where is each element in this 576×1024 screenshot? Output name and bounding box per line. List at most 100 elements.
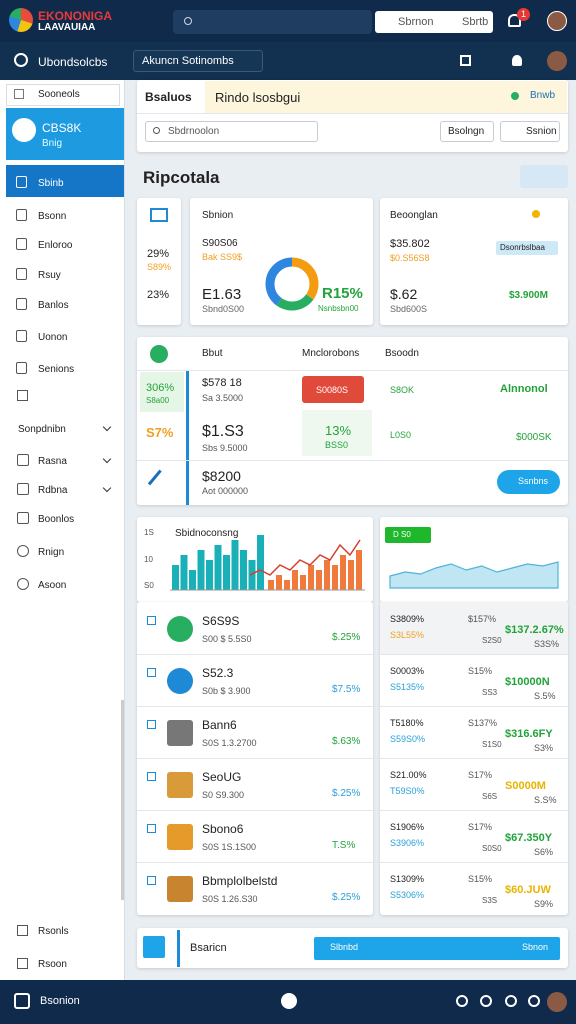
card bbox=[137, 198, 181, 325]
label: Sbrtb bbox=[462, 16, 489, 28]
action-bar[interactable] bbox=[314, 937, 560, 960]
bar bbox=[197, 550, 205, 590]
label: S1S0 bbox=[482, 740, 502, 749]
label: Rsuy bbox=[38, 270, 61, 281]
search-input[interactable] bbox=[145, 121, 318, 142]
divider bbox=[137, 370, 568, 371]
nav-icon[interactable] bbox=[17, 925, 28, 936]
label: S3S% bbox=[534, 639, 560, 649]
label: Bsolngn bbox=[448, 126, 485, 137]
bar bbox=[284, 580, 290, 590]
checkbox[interactable] bbox=[147, 772, 156, 781]
blue-rule bbox=[186, 370, 189, 505]
label: $137.2.67% bbox=[505, 624, 564, 636]
label: Sooneols bbox=[38, 89, 80, 100]
label: Asoon bbox=[38, 580, 67, 591]
checkbox[interactable] bbox=[17, 390, 28, 401]
footer-icon[interactable] bbox=[528, 995, 540, 1007]
label: S6S9S bbox=[202, 614, 240, 628]
footer-icon[interactable] bbox=[480, 995, 492, 1007]
nav-icon[interactable] bbox=[17, 578, 29, 590]
label: S5135% bbox=[390, 682, 425, 692]
divider bbox=[137, 758, 568, 759]
nav-icon[interactable] bbox=[17, 512, 29, 524]
label: 1S bbox=[144, 528, 154, 537]
label: Sbnon bbox=[522, 942, 549, 952]
divider bbox=[137, 113, 568, 114]
label: S8a00 bbox=[146, 396, 170, 405]
nav-icon[interactable] bbox=[17, 958, 28, 969]
label: Uonon bbox=[38, 332, 68, 343]
area-button[interactable] bbox=[385, 527, 431, 543]
search-icon bbox=[184, 17, 192, 25]
tab-active[interactable] bbox=[205, 81, 567, 113]
label: S137% bbox=[468, 718, 498, 728]
pct-bg bbox=[140, 372, 184, 412]
label: $35.802 bbox=[390, 238, 430, 250]
label: 29% bbox=[147, 248, 170, 260]
label: $.25% bbox=[332, 892, 361, 903]
nav-icon[interactable] bbox=[17, 454, 29, 466]
sub-bar bbox=[0, 42, 576, 80]
bar bbox=[332, 565, 338, 590]
label: S0b $ 3.900 bbox=[202, 686, 251, 696]
label: S0 S9.300 bbox=[202, 790, 245, 800]
label: S52.3 bbox=[202, 666, 234, 680]
label: E1.63 bbox=[202, 286, 242, 303]
button[interactable] bbox=[440, 121, 494, 142]
nav-icon[interactable] bbox=[17, 545, 29, 557]
avatar bbox=[547, 11, 567, 31]
button[interactable] bbox=[497, 470, 560, 494]
label: T5180% bbox=[390, 718, 424, 728]
icon-square[interactable] bbox=[460, 55, 471, 66]
label: $3.900M bbox=[509, 290, 548, 301]
label: Sbono6 bbox=[202, 822, 244, 836]
checkbox[interactable] bbox=[147, 668, 156, 677]
button[interactable] bbox=[302, 376, 364, 403]
label: Bann6 bbox=[202, 718, 237, 732]
bar bbox=[340, 555, 346, 590]
home-button[interactable] bbox=[281, 993, 297, 1009]
label: S1906% bbox=[390, 822, 425, 832]
item-icon bbox=[167, 720, 193, 746]
label: Sbrnon bbox=[398, 16, 434, 28]
icon-user[interactable] bbox=[512, 55, 522, 66]
bar bbox=[180, 555, 188, 590]
label: Bsonion bbox=[40, 995, 80, 1007]
menu-icon[interactable] bbox=[14, 53, 28, 67]
dot bbox=[532, 210, 540, 218]
donut-segment bbox=[265, 257, 319, 311]
search-input[interactable] bbox=[375, 11, 493, 33]
label: Rindo lsosbgui bbox=[215, 90, 301, 105]
label: Beoonglan bbox=[390, 210, 438, 221]
label: S3809% bbox=[390, 614, 425, 624]
checkbox[interactable] bbox=[147, 616, 156, 625]
footer-icon[interactable] bbox=[456, 995, 468, 1007]
label: S17% bbox=[468, 822, 493, 832]
icon[interactable] bbox=[14, 993, 30, 1009]
button[interactable] bbox=[500, 121, 560, 142]
footer-icon[interactable] bbox=[505, 995, 517, 1007]
label: S0S 1S.1S00 bbox=[202, 842, 257, 852]
icon bbox=[143, 936, 165, 958]
bar bbox=[300, 575, 306, 590]
icon bbox=[150, 208, 168, 222]
nav-icon[interactable] bbox=[17, 483, 29, 495]
label: 13% bbox=[325, 423, 352, 438]
view-toggle[interactable] bbox=[520, 165, 568, 188]
label: Sbdrnoolon bbox=[168, 126, 220, 137]
label: EKONONIGA bbox=[38, 9, 113, 23]
checkbox[interactable] bbox=[147, 824, 156, 833]
label: $1.S3 bbox=[202, 423, 244, 440]
label: Rnign bbox=[38, 547, 65, 558]
checkbox[interactable] bbox=[147, 720, 156, 729]
sidebar bbox=[0, 80, 125, 980]
checkbox[interactable] bbox=[147, 876, 156, 885]
label: S0003% bbox=[390, 666, 425, 676]
bar bbox=[308, 565, 314, 590]
active-item[interactable] bbox=[6, 165, 124, 197]
bar bbox=[324, 560, 330, 590]
bar bbox=[257, 535, 264, 590]
nav-icon bbox=[16, 298, 27, 310]
